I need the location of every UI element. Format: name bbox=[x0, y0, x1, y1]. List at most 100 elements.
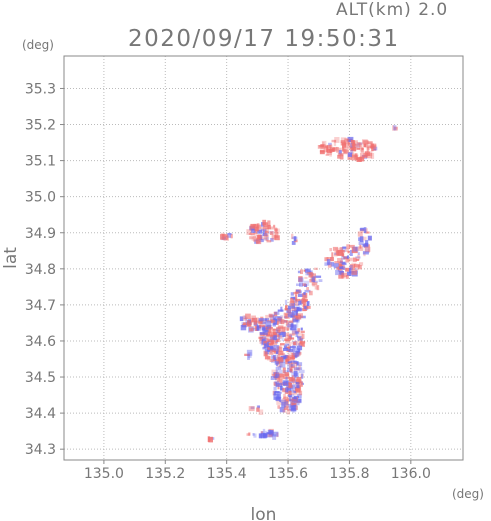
echo-cell bbox=[258, 324, 262, 329]
echo-cell bbox=[266, 355, 270, 361]
echo-cell bbox=[359, 156, 365, 162]
echo-cell bbox=[304, 276, 308, 279]
echo-cell bbox=[280, 343, 285, 346]
echo-cell bbox=[248, 406, 255, 412]
echo-cell bbox=[355, 140, 358, 144]
echo-cell bbox=[289, 301, 295, 307]
echo-cell bbox=[280, 306, 283, 312]
echo-cell bbox=[257, 229, 262, 234]
echo-cell bbox=[357, 254, 360, 260]
echo-cell bbox=[295, 382, 300, 388]
echo-cell bbox=[352, 140, 356, 145]
echo-cell bbox=[274, 311, 280, 315]
echo-cell bbox=[271, 373, 277, 377]
echo-cell bbox=[308, 272, 314, 278]
echo-cell bbox=[346, 255, 350, 259]
echo-cell bbox=[300, 315, 306, 319]
echo-cell bbox=[264, 351, 268, 357]
echo-cell bbox=[324, 257, 329, 262]
echo-cell bbox=[273, 357, 277, 361]
echo-cell bbox=[264, 236, 269, 241]
echo-cell bbox=[251, 317, 258, 322]
echo-cell bbox=[290, 386, 296, 393]
echo-cell bbox=[274, 381, 280, 384]
echo-cell bbox=[350, 144, 355, 150]
echo-cell bbox=[284, 372, 290, 377]
echo-cell bbox=[290, 303, 296, 309]
echo-cell bbox=[297, 328, 301, 333]
echo-cell bbox=[279, 369, 283, 374]
echo-cell bbox=[264, 233, 269, 237]
echo-cell bbox=[260, 321, 266, 325]
echo-cell bbox=[290, 346, 297, 349]
echo-cell bbox=[334, 253, 338, 257]
echo-cell bbox=[358, 241, 364, 245]
echo-cell bbox=[291, 362, 298, 368]
echo-cell bbox=[293, 340, 299, 346]
echo-cell bbox=[282, 357, 286, 361]
echo-cell bbox=[273, 382, 278, 385]
echo-cell bbox=[329, 148, 333, 153]
echo-cell bbox=[274, 372, 280, 378]
echo-cell bbox=[288, 382, 291, 385]
echo-cell bbox=[348, 142, 353, 149]
echo-cell bbox=[248, 232, 255, 235]
echo-cell bbox=[327, 149, 332, 154]
echo-cell bbox=[259, 324, 265, 328]
echo-cell bbox=[300, 299, 306, 304]
echo-cell bbox=[288, 393, 292, 397]
y-axis-title: lat bbox=[1, 247, 21, 269]
echo-cell bbox=[350, 153, 356, 158]
echo-cell bbox=[270, 334, 276, 338]
echo-cell bbox=[281, 326, 286, 333]
echo-cell bbox=[306, 301, 310, 306]
echo-cell bbox=[274, 235, 280, 241]
echo-cell bbox=[359, 142, 362, 149]
echo-cell bbox=[356, 265, 359, 271]
echo-cell bbox=[260, 234, 263, 241]
echo-cell bbox=[263, 226, 269, 230]
echo-cell bbox=[265, 320, 272, 327]
echo-cell bbox=[257, 234, 262, 239]
echo-cell bbox=[272, 328, 275, 334]
echo-cell bbox=[304, 268, 311, 273]
echo-cell bbox=[273, 345, 279, 351]
echo-cell bbox=[259, 331, 265, 335]
echo-cell bbox=[370, 143, 377, 149]
echo-cell bbox=[276, 332, 281, 335]
echo-cell bbox=[294, 307, 299, 313]
echo-cell bbox=[283, 393, 286, 400]
echo-cell bbox=[273, 335, 278, 340]
echo-cell bbox=[289, 389, 295, 393]
echo-cell bbox=[288, 353, 291, 358]
echo-cell bbox=[362, 139, 368, 144]
echo-cell bbox=[295, 351, 300, 357]
echo-cell bbox=[227, 233, 231, 238]
echo-cell bbox=[351, 269, 358, 275]
echo-cell bbox=[302, 301, 307, 308]
echo-cell bbox=[291, 236, 298, 240]
echo-cell bbox=[258, 318, 265, 322]
echo-cell bbox=[299, 282, 304, 287]
x-tick-label: 135.0 bbox=[84, 466, 124, 482]
echo-cell bbox=[253, 236, 256, 242]
echo-cell bbox=[291, 306, 296, 310]
echo-cell bbox=[346, 244, 350, 249]
grid bbox=[64, 56, 463, 460]
echo-cell bbox=[331, 146, 338, 151]
echo-cell bbox=[267, 429, 272, 435]
echo-cell bbox=[274, 361, 280, 365]
echo-cell bbox=[293, 291, 299, 295]
echo-cell bbox=[349, 244, 355, 248]
echo-cell bbox=[243, 317, 247, 321]
echo-cell bbox=[276, 382, 282, 387]
echo-cell bbox=[355, 259, 360, 261]
echo-cell bbox=[280, 385, 283, 391]
y-tick-label: 34.9 bbox=[25, 226, 56, 242]
echo-cell bbox=[357, 142, 363, 145]
echo-cell bbox=[276, 376, 280, 382]
echo-cell bbox=[344, 256, 348, 259]
echo-cell bbox=[329, 148, 334, 152]
echo-cell bbox=[352, 144, 355, 151]
echo-cell bbox=[295, 405, 298, 411]
